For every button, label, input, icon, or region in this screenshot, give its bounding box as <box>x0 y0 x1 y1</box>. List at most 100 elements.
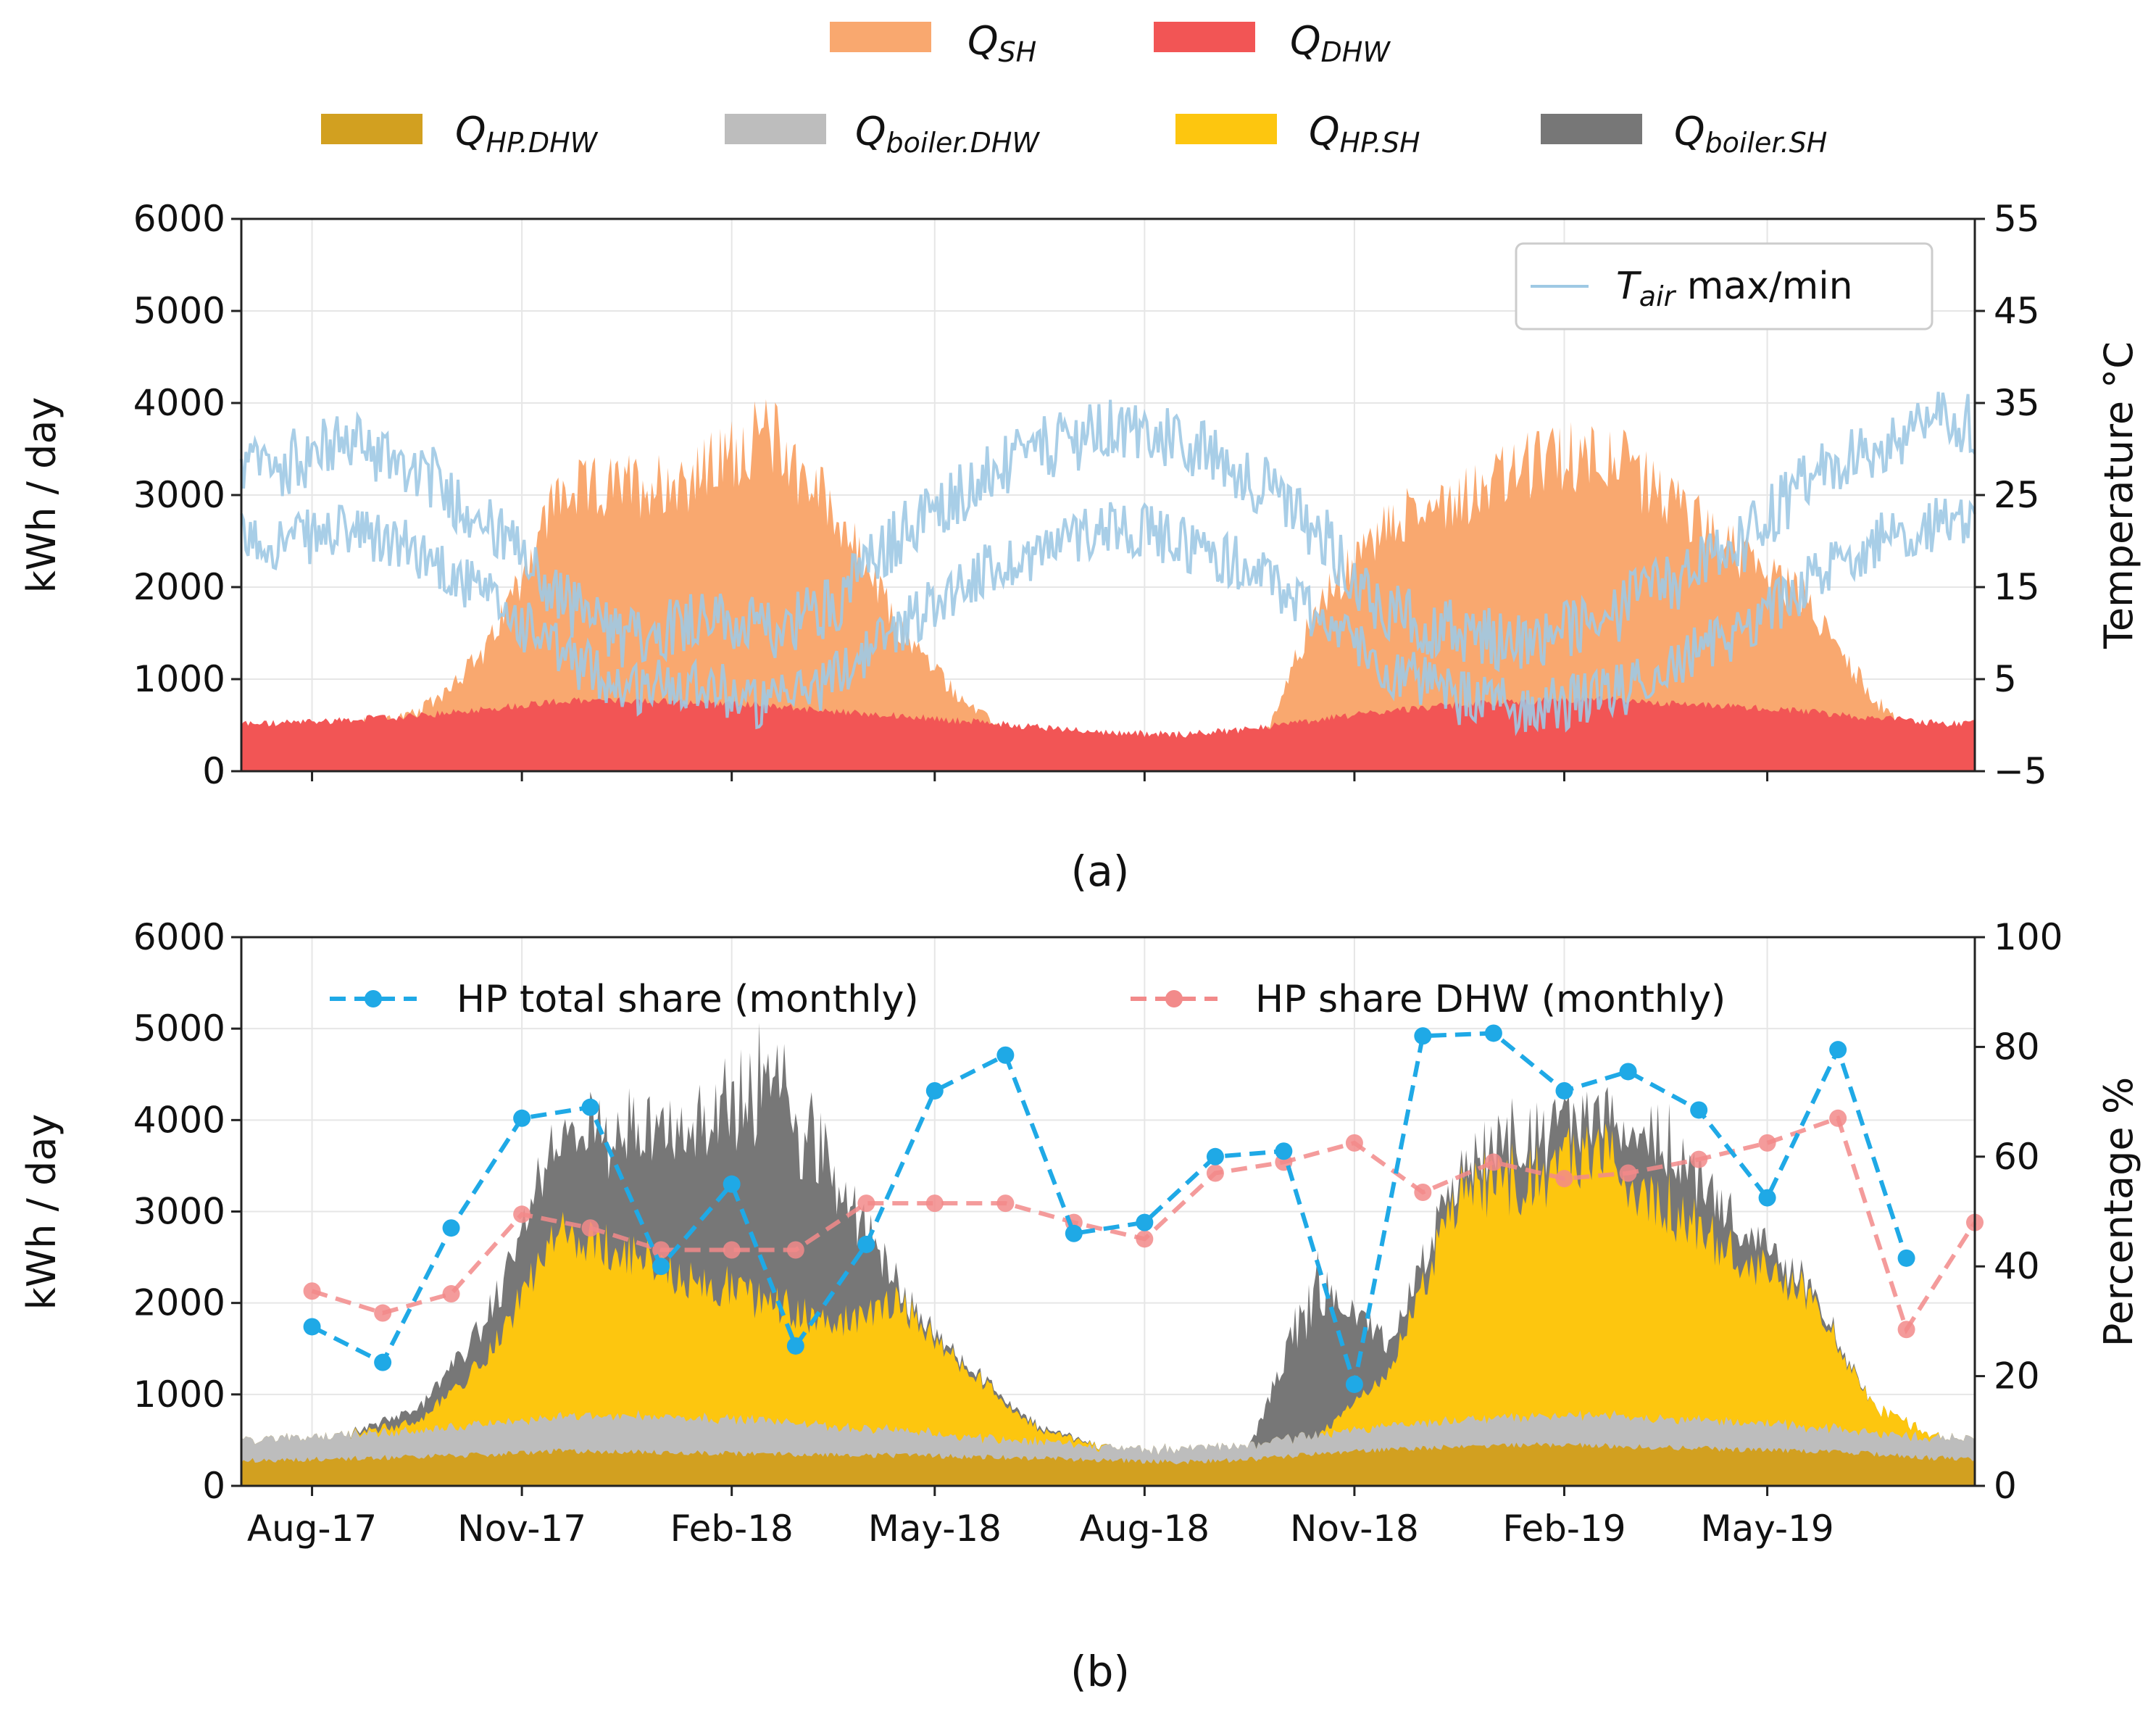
panel-a-ytick-label: 0 <box>202 750 225 792</box>
hp-share-dhw-point <box>996 1194 1015 1213</box>
legend-hp-total-label: HP total share (monthly) <box>457 978 919 1021</box>
panel-a-ylabel: kWh / day <box>19 397 64 594</box>
area-q-sh <box>241 399 1975 771</box>
legend-hp-total-marker <box>365 990 382 1007</box>
hp-share-dhw-point <box>1619 1164 1637 1182</box>
panel-a-caption: (a) <box>1071 847 1130 896</box>
hp-total-share-point <box>1484 1024 1502 1042</box>
legend-swatch-q-hp-sh <box>1175 114 1277 144</box>
hp-total-share-point <box>1897 1249 1915 1267</box>
hp-total-share-point <box>1690 1101 1708 1119</box>
panel-b-ytick-label: 5000 <box>133 1007 225 1050</box>
panel-b-legend: HP total share (monthly) HP share DHW (m… <box>330 978 1726 1021</box>
area-q-hp-sh <box>241 1123 1975 1486</box>
hp-total-share-point <box>1619 1063 1637 1081</box>
hp-share-dhw-point <box>1345 1134 1363 1152</box>
hp-total-share-line <box>311 1031 1909 1385</box>
legend-label-q-sh: QSH <box>967 18 1036 68</box>
panel-b-xtick-label: May-19 <box>1701 1508 1834 1550</box>
hp-total-share-point <box>1829 1041 1847 1059</box>
hp-share-dhw-point <box>1414 1184 1432 1202</box>
panel-b-xtick-label: Feb-18 <box>670 1508 794 1550</box>
inner-legend-label: Tair max/min <box>1616 265 1853 312</box>
panel-b-xtick-label: Aug-17 <box>247 1508 377 1550</box>
panel-a-y2tick-label: 15 <box>1994 566 2040 608</box>
hp-share-dhw-point <box>581 1219 599 1237</box>
hp-share-dhw-point <box>857 1194 875 1213</box>
hp-total-share-point <box>723 1175 741 1193</box>
hp-share-dhw-point <box>1136 1230 1154 1248</box>
hp-share-dhw-point <box>442 1285 460 1303</box>
panel-a-y2tick-label: 25 <box>1994 474 2040 516</box>
hp-share-dhw-point <box>786 1241 804 1259</box>
hp-share-dhw-point <box>723 1241 741 1259</box>
legend-label-q-dhw: QDHW <box>1290 18 1391 68</box>
hp-total-share-point <box>1758 1189 1776 1207</box>
hp-share-dhw-point <box>374 1304 392 1322</box>
panel-a-ytick-label: 4000 <box>133 382 225 424</box>
hp-total-share-point <box>925 1081 944 1100</box>
panel-b-xtick-label: Nov-17 <box>457 1508 586 1550</box>
hp-total-share-point <box>442 1219 460 1237</box>
panel-b-xtick-label: Feb-19 <box>1502 1508 1626 1550</box>
panel-a-ytick-label: 5000 <box>133 290 225 332</box>
panel-b-caption: (b) <box>1070 1647 1130 1696</box>
hp-total-share-point <box>652 1258 670 1276</box>
hp-share-dhw-point <box>652 1241 670 1259</box>
panel-a-y2tick-label: 5 <box>1994 658 2017 700</box>
panel-b-y2tick-label: 80 <box>1994 1026 2040 1068</box>
panel-b-ytick-label: 2000 <box>133 1282 225 1324</box>
hp-total-share-point <box>857 1235 875 1253</box>
hp-share-dhw-point <box>1690 1150 1708 1168</box>
panel-b-ytick-label: 3000 <box>133 1191 225 1233</box>
hp-total-share-point <box>303 1318 321 1336</box>
hp-share-dhw-point <box>303 1282 321 1300</box>
hp-share-dhw-point <box>513 1205 531 1223</box>
legend-swatch-q-boiler-dhw <box>725 114 826 144</box>
panel-b-share-lines <box>303 1024 1984 1393</box>
panel-a-ytick-label: 3000 <box>133 474 225 516</box>
panel-a-y2label: Temperature °C <box>2096 341 2142 649</box>
panel-a-temperature-lines <box>240 391 1976 736</box>
panel-a-ytick-label: 2000 <box>133 566 225 608</box>
panel-a-right-axis: −5 5 15 25 35 45 55 <box>1975 198 2047 792</box>
hp-total-share-point <box>1414 1027 1432 1045</box>
panel-a-y2tick-label: −5 <box>1994 750 2047 792</box>
panel-b-ylabel: kWh / day <box>19 1114 64 1310</box>
inner-legend-box <box>1515 242 1934 331</box>
legend-swatch-q-sh <box>830 22 931 52</box>
hp-total-share-point <box>1345 1375 1363 1393</box>
legend-swatch-q-hp-dhw <box>321 114 423 144</box>
panel-b-y2label: Percentage % <box>2096 1077 2142 1347</box>
hp-share-dhw-point <box>1758 1134 1776 1152</box>
legend-label-q-boiler-sh: Qboiler.SH <box>1674 109 1827 159</box>
panel-b-x-axis: Aug-17 Nov-17 Feb-18 May-18 Aug-18 Nov-18 Feb-… <box>247 1486 1834 1550</box>
panel-a-x-axis <box>311 771 1769 781</box>
hp-share-dhw-point <box>1555 1170 1573 1188</box>
panel-a-y2tick-label: 45 <box>1994 290 2040 332</box>
panel-b-ytick-label: 1000 <box>133 1374 225 1416</box>
panel-b-y2tick-label: 100 <box>1994 916 2063 958</box>
panel-b-xtick-label: May-18 <box>868 1508 1002 1550</box>
panel-a-inner-legend: Tair max/min <box>1515 242 1934 331</box>
legend-hp-dhw-label: HP share DHW (monthly) <box>1255 978 1726 1021</box>
area-q-hp-dhw <box>241 1442 1975 1486</box>
panel-b-right-axis: 0 20 40 60 80 100 <box>1975 916 2063 1507</box>
panel-b-ytick-label: 6000 <box>133 916 225 958</box>
panel-b-left-axis: 0 1000 2000 3000 4000 5000 6000 <box>133 916 241 1507</box>
panel-a-y2tick-label: 35 <box>1994 382 2040 424</box>
legend-swatch-q-boiler-sh <box>1541 114 1642 144</box>
panel-b-ytick-label: 0 <box>202 1465 225 1507</box>
panel-b-y2tick-label: 40 <box>1994 1245 2040 1287</box>
hp-total-share-point <box>786 1337 804 1355</box>
panel-b: 0 1000 2000 3000 4000 5000 6000 0 20 40 60 80 100 A… <box>19 916 2142 1696</box>
hp-share-dhw-point <box>1484 1153 1502 1171</box>
panel-b-ytick-label: 4000 <box>133 1099 225 1141</box>
hp-total-share-point <box>1555 1081 1573 1100</box>
panel-b-xtick-label: Aug-18 <box>1080 1508 1210 1550</box>
legend-swatch-q-dhw <box>1154 22 1255 52</box>
panel-b-areas <box>241 1023 1975 1486</box>
hp-total-share-point <box>1206 1147 1224 1165</box>
